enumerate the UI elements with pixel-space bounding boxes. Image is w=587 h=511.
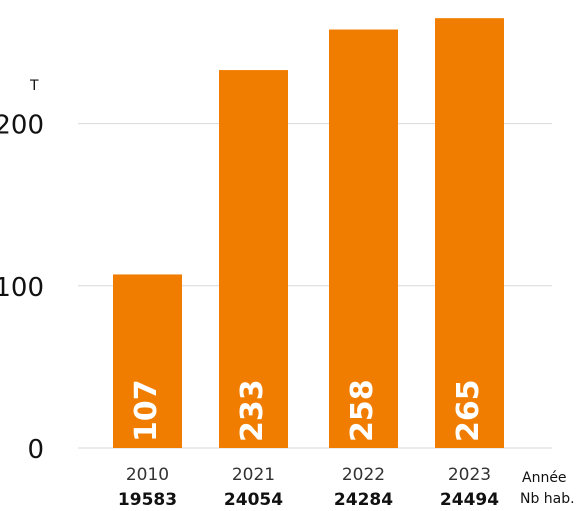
bars: 107 233 258 265 [113, 18, 504, 449]
y-tick-label: 0 [27, 435, 44, 465]
bar-2022 [329, 29, 398, 449]
x-axis-labels: 2010 19583 2021 24054 2022 24284 2023 24494 Anné… [118, 465, 575, 510]
x-sublabel: 24054 [224, 490, 283, 510]
x-tick-label: 2010 [126, 465, 169, 485]
x-tick-label: 2023 [448, 465, 491, 485]
x-sublabel: 24494 [440, 490, 499, 510]
x-tick-label: 2022 [342, 465, 385, 485]
bar-value-label: 107 [129, 379, 164, 442]
bar-value-label: 258 [345, 379, 380, 442]
y-tick-label: 100 [0, 273, 44, 303]
bar-2021 [219, 70, 288, 448]
x-sublabel: 19583 [118, 490, 177, 510]
bar-value-label: 233 [235, 379, 270, 442]
x-tick-label: 2021 [232, 465, 275, 485]
x-row-label: Année [522, 470, 567, 486]
bar-2023 [435, 18, 504, 448]
y-unit-label: T [30, 78, 39, 94]
y-tick-label: 200 [0, 111, 44, 141]
sub-row-label: Nb hab. [520, 491, 575, 507]
bar-2010 [113, 274, 182, 448]
y-axis-ticks: 0 100 200 [0, 111, 44, 465]
x-sublabel: 24284 [334, 490, 393, 510]
bar-value-label: 265 [451, 379, 486, 442]
